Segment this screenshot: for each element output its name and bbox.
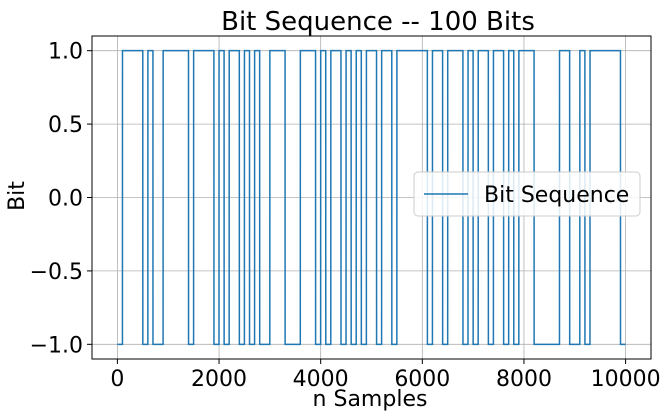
y-tick-label: 0.0 — [48, 187, 83, 212]
y-tick-label: −0.5 — [30, 260, 83, 285]
y-tick-label: 1.0 — [48, 40, 83, 65]
x-tick-label: 10000 — [591, 367, 661, 392]
plot-area — [117, 49, 626, 346]
x-tick-label: 2000 — [191, 367, 247, 392]
axis-ticks: 0 2000 4000 6000 8000 10000 1.0 0.5 0.0 −0.5 −1.0 — [30, 40, 661, 392]
x-axis-label: n Samples — [313, 387, 428, 412]
x-tick-label: 0 — [110, 367, 124, 392]
y-axis-label: Bit — [5, 181, 30, 211]
y-tick-label: −1.0 — [30, 333, 83, 358]
legend: Bit Sequence — [413, 171, 641, 217]
x-tick-label: 4000 — [293, 367, 349, 392]
chart-title: Bit Sequence -- 100 Bits — [221, 7, 535, 37]
bit-sequence-line — [117, 49, 626, 346]
legend-box — [413, 171, 641, 217]
legend-label: Bit Sequence — [484, 183, 629, 208]
x-tick-label: 6000 — [394, 367, 450, 392]
y-tick-label: 0.5 — [48, 113, 83, 138]
x-tick-label: 8000 — [496, 367, 552, 392]
